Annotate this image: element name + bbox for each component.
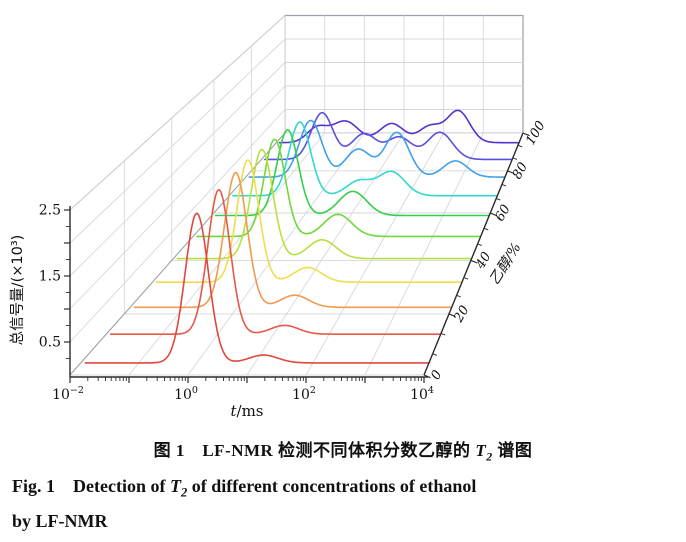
z-tick-label: 40 [473, 250, 495, 273]
z-tick-label: 20 [451, 303, 473, 326]
caption-en-line1: Fig. 1 Detection of T2 of different conc… [12, 476, 477, 500]
series-curve-20 [133, 171, 452, 309]
series-curve-70 [232, 121, 498, 197]
series-curve-0 [84, 212, 430, 364]
z-tick-label: 0 [428, 368, 445, 383]
y-axis: 0.5 1.5 2.5 总信号量/(×10³) [9, 203, 71, 377]
caption-en-line2: by LF-NMR [12, 511, 108, 532]
t2-symbol: T2 [169, 476, 188, 500]
caption-zh-text: 图 1 LF-NMR 检测不同体积分数乙醇的 [153, 441, 476, 460]
z-tick-label: 100 [523, 119, 548, 148]
x-tick-label: 10−2 [52, 385, 84, 403]
x-axis: 10−2 100 102 104 t/ms [52, 376, 434, 420]
caption-zh-tail: 谱图 [492, 441, 533, 460]
z-tick-label: 80 [510, 160, 531, 182]
figure-caption-zh: 图 1 LF-NMR 检测不同体积分数乙醇的 T2 谱图 [0, 436, 686, 464]
series-curve-30 [155, 159, 463, 283]
x-axis-title: t/ms [230, 402, 263, 420]
z-axis-title: 乙醇/% [487, 240, 525, 288]
y-tick-label: 1.5 [39, 269, 61, 285]
x-tick-label: 102 [292, 385, 316, 403]
x-tick-label: 100 [174, 385, 198, 403]
waterfall-curves [84, 109, 520, 364]
series-curve-40 [176, 148, 472, 260]
z-tick-label: 60 [493, 202, 514, 224]
y-tick-label: 2.5 [39, 203, 61, 219]
figure-caption-en: Fig. 1 Detection of T2 of different conc… [12, 470, 676, 538]
waterfall-chart: 10−2 100 102 104 t/ms 0.5 1.5 2.5 总信号量/(×10³) 0 20… [9, 14, 549, 420]
t2-symbol: T2 [475, 441, 493, 464]
y-tick-label: 0.5 [39, 335, 61, 351]
y-axis-title: 总信号量/(×10³) [9, 235, 26, 346]
series-curve-10 [109, 189, 441, 335]
x-tick-label: 104 [410, 385, 434, 403]
series-curve-60 [214, 129, 490, 217]
series-curve-80 [248, 119, 506, 178]
series-curve-50 [196, 138, 481, 238]
series-curve-100 [278, 109, 520, 144]
